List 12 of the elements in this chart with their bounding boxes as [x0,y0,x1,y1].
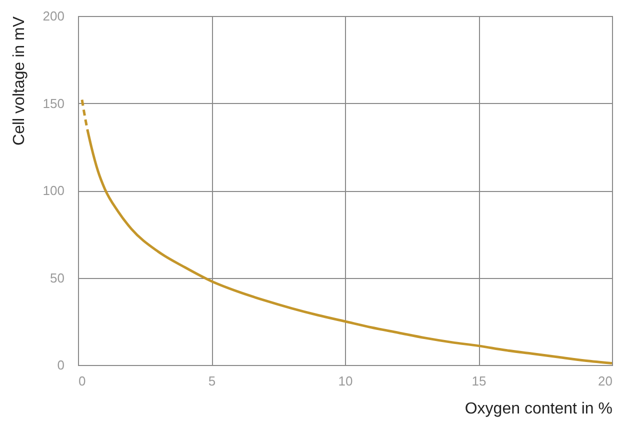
x-tick-label: 10 [338,374,353,388]
y-tick-label: 200 [42,8,64,24]
x-tick-label: 0 [78,374,86,388]
x-tick-label: 20 [598,374,612,388]
x-tick-label: 5 [208,374,216,388]
x-axis-title: Oxygen content in % [464,400,612,418]
y-tick-label: 0 [57,358,64,372]
y-tick-label: 50 [50,270,64,286]
x-tick-label: 15 [472,374,486,388]
y-axis-title: Cell voltage in mV [10,16,28,146]
y-tick-label: 150 [42,96,64,111]
y-tick-label: 100 [42,183,64,198]
